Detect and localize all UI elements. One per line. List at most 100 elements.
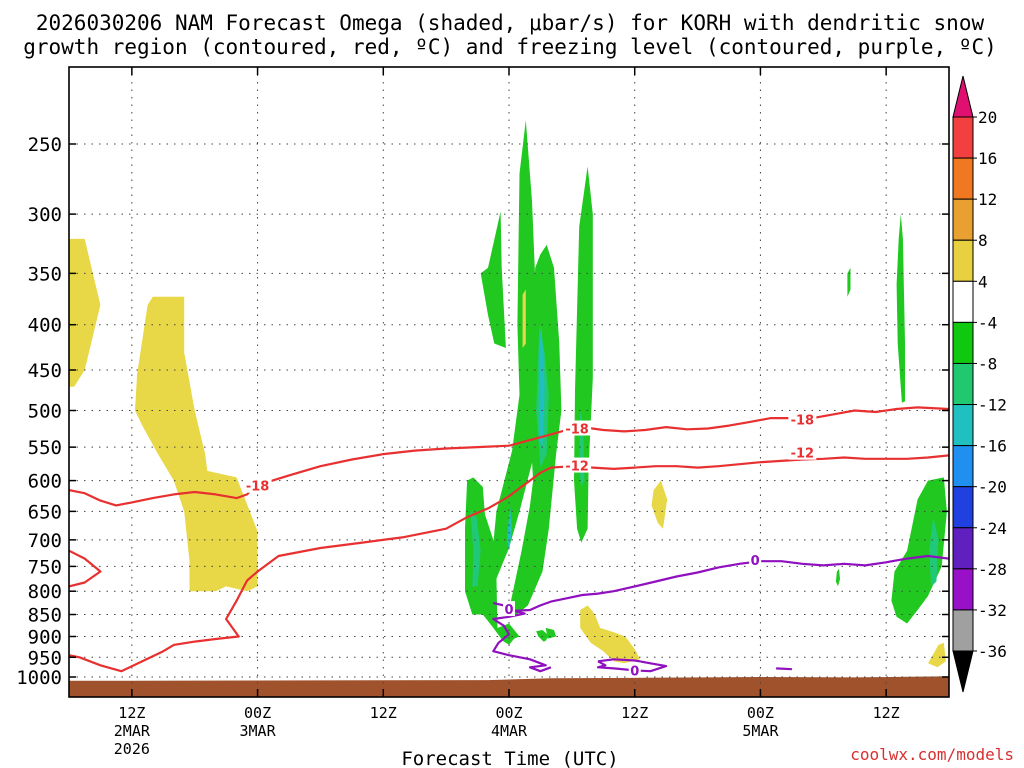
colorbar-swatch--20 — [952, 486, 974, 529]
omega-region-0 — [69, 238, 101, 387]
y-tick-label-250: 250 — [28, 134, 62, 156]
y-tick-label-950: 950 — [28, 647, 62, 669]
gridlines — [69, 67, 949, 697]
omega-region-10 — [891, 477, 947, 624]
colorbar-label-16: 16 — [978, 149, 997, 168]
omega-region-15 — [929, 517, 939, 587]
contour-label-4: -12 — [791, 447, 815, 462]
x-tick-label-54-l1: 12Z — [621, 704, 648, 722]
omega-region-3 — [490, 120, 546, 587]
contour-label-1: -18 — [565, 423, 589, 438]
colorbar-swatch--24 — [952, 527, 974, 570]
y-axis-ticks: 2503003504004505005506006507007508008509… — [16, 134, 949, 689]
omega-region-16 — [539, 324, 545, 448]
omega-region-21 — [928, 642, 946, 668]
y-tick-label-350: 350 — [28, 263, 62, 285]
omega-region-9 — [847, 267, 851, 297]
contour-label-2: -12 — [565, 460, 589, 475]
contour-label-bg-7 — [749, 552, 762, 568]
contour-dendritic-12c-lower-left — [69, 549, 102, 588]
x-tick-label-30-l1: 12Z — [370, 704, 397, 722]
omega-region-20 — [580, 605, 640, 664]
colorbar-swatch--32 — [952, 609, 974, 652]
y-tick-label-500: 500 — [28, 401, 62, 423]
omega-region-4 — [509, 244, 562, 617]
colorbar-label--24: -24 — [978, 519, 1007, 538]
contour-label-bg-5 — [503, 601, 515, 617]
omega-region-18 — [522, 289, 526, 348]
chart-title-line-1: 2026030206 NAM Forecast Omega (shaded, μ… — [36, 11, 985, 35]
colorbar: 20 16 12 8 4 -4 -8 -12 -16 -20 -24 -28 -32 -36 — [952, 75, 1007, 693]
contour-freezing-level-0c-dash — [776, 667, 792, 671]
x-tick-label-66-l1: 00Z — [747, 704, 774, 722]
colorbar-swatch--28 — [952, 568, 974, 611]
colorbar-swatch--8 — [952, 362, 974, 406]
y-tick-label-900: 900 — [28, 626, 62, 648]
y-tick-label-650: 650 — [28, 501, 62, 523]
colorbar-label--4: -4 — [978, 313, 997, 332]
contour-labels-layer: -18 -18 -12 -18 -12 0 0 0 — [243, 411, 817, 679]
contour-label-bg-4 — [788, 444, 817, 460]
credit-link[interactable]: coolwx.com/models — [850, 745, 1014, 764]
omega-region-6 — [574, 166, 593, 543]
omega-region-2 — [480, 211, 506, 348]
colorbar-label-20: 20 — [978, 108, 997, 127]
x-tick-label-18-l2: 3MAR — [240, 722, 277, 740]
x-tick-label-66-l2: 5MAR — [742, 722, 779, 740]
y-tick-label-1000: 1000 — [16, 667, 62, 689]
omega-region-1 — [135, 296, 258, 592]
omega-region-11 — [835, 568, 840, 587]
y-tick-label-700: 700 — [28, 530, 62, 552]
x-tick-label-42-l2: 4MAR — [491, 722, 528, 740]
colorbar-label--36: -36 — [978, 642, 1007, 661]
contour-label-0: -18 — [246, 480, 270, 495]
contour-label-6: 0 — [630, 664, 639, 679]
omega-shading-layer — [69, 120, 947, 668]
colorbar-label--12: -12 — [978, 396, 1007, 415]
y-tick-label-850: 850 — [28, 605, 62, 627]
omega-region-8 — [896, 214, 905, 403]
y-tick-label-800: 800 — [28, 581, 62, 603]
contour-label-bg-6 — [628, 662, 641, 678]
contour-freezing-level-0c-loop — [596, 658, 668, 673]
colorbar-swatch--16 — [952, 445, 974, 488]
colorbar-swatch-8 — [952, 239, 974, 282]
omega-region-12 — [470, 511, 481, 587]
ground-fill — [69, 676, 949, 697]
y-tick-label-450: 450 — [28, 360, 62, 382]
contour-label-7: 0 — [751, 554, 760, 569]
omega-region-17 — [506, 505, 513, 551]
colorbar-label--20: -20 — [978, 478, 1007, 497]
ground-layer — [69, 676, 949, 697]
colorbar-swatch-16 — [952, 157, 974, 200]
x-axis-label: Forecast Time (UTC) — [401, 748, 618, 768]
colorbar-swatch-20 — [952, 116, 974, 159]
colorbar-label--8: -8 — [978, 354, 997, 373]
y-tick-label-400: 400 — [28, 315, 62, 337]
colorbar-label-8: 8 — [978, 231, 988, 250]
contour-label-5: 0 — [504, 603, 513, 618]
contour-label-bg-1 — [563, 420, 592, 436]
x-tick-label-6-l3: 2026 — [114, 740, 150, 758]
contour-label-3: -18 — [791, 414, 815, 429]
colorbar-swatch-4 — [952, 280, 974, 323]
y-tick-label-300: 300 — [28, 204, 62, 226]
y-tick-label-600: 600 — [28, 471, 62, 493]
contour-label-bg-0 — [243, 477, 272, 493]
contour-label-bg-2 — [563, 457, 592, 473]
colorbar-label--28: -28 — [978, 560, 1007, 579]
x-tick-label-78-l1: 12Z — [873, 704, 900, 722]
colorbar-top-arrow — [952, 75, 974, 118]
x-tick-label-6-l1: 12Z — [118, 704, 145, 722]
colorbar-label--32: -32 — [978, 601, 1007, 620]
omega-region-7 — [536, 630, 549, 642]
y-tick-label-750: 750 — [28, 556, 62, 578]
contour-dendritic-12c-upper — [69, 454, 949, 673]
x-tick-label-6-l2: 2MAR — [114, 722, 151, 740]
y-tick-label-550: 550 — [28, 437, 62, 459]
x-tick-label-42-l1: 00Z — [495, 704, 522, 722]
colorbar-label--16: -16 — [978, 437, 1007, 456]
x-tick-label-18-l1: 00Z — [244, 704, 271, 722]
